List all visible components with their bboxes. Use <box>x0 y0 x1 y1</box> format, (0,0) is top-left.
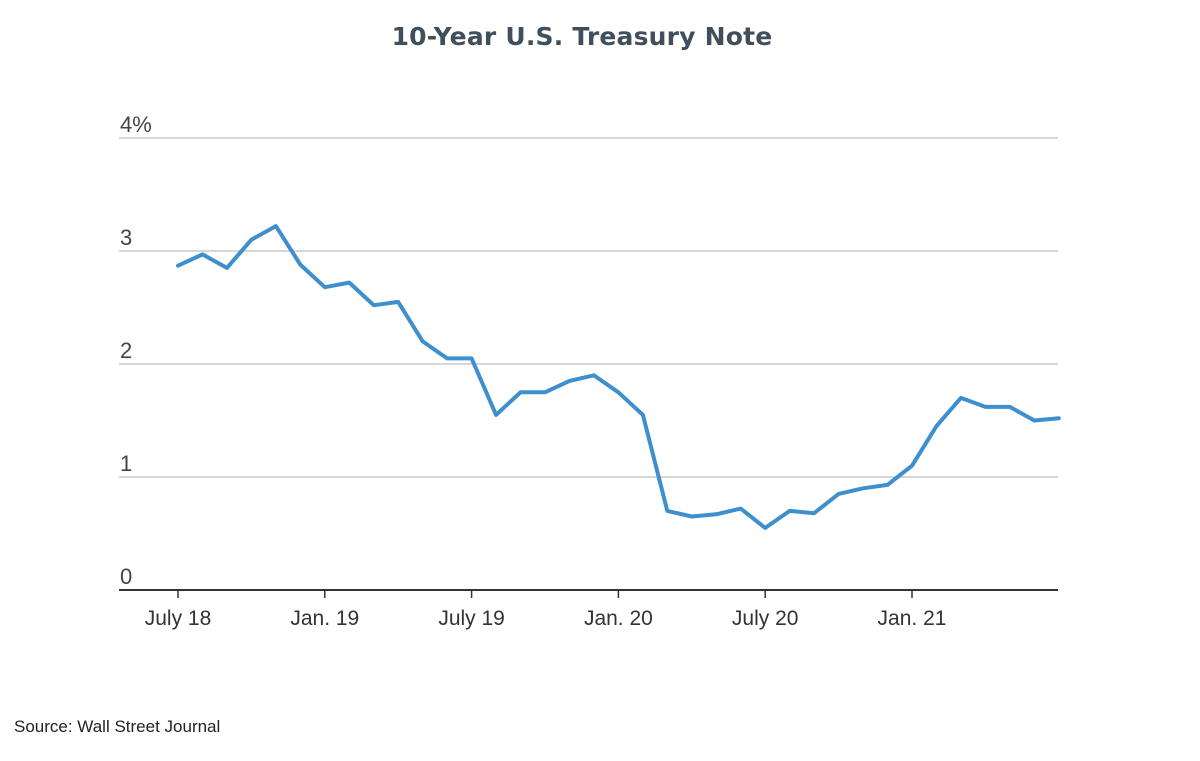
x-tick-label: Jan. 20 <box>584 607 653 630</box>
x-tick-label: Jan. 21 <box>878 607 947 630</box>
x-tick-label: July 18 <box>145 607 212 630</box>
y-tick-label: 2 <box>120 338 132 363</box>
x-tick-label: July 20 <box>732 607 799 630</box>
series-line <box>176 224 1061 530</box>
grid-lines <box>119 137 1058 478</box>
y-tick-labels: 0 1 2 3 4% <box>120 112 152 589</box>
y-tick-label: 1 <box>120 451 132 476</box>
x-tick-labels: July 18 Jan. 19 July 19 Jan. 20 July 20 Jan. … <box>145 590 947 630</box>
x-tick-label: July 19 <box>438 607 505 630</box>
x-tick-label: Jan. 19 <box>290 607 359 630</box>
source-note: Source: Wall Street Journal <box>14 717 221 736</box>
y-tick-label: 4% <box>120 112 152 137</box>
chart-title: 10-Year U.S. Treasury Note <box>391 22 773 51</box>
y-tick-label: 0 <box>120 564 132 589</box>
y-tick-label: 3 <box>120 225 132 250</box>
